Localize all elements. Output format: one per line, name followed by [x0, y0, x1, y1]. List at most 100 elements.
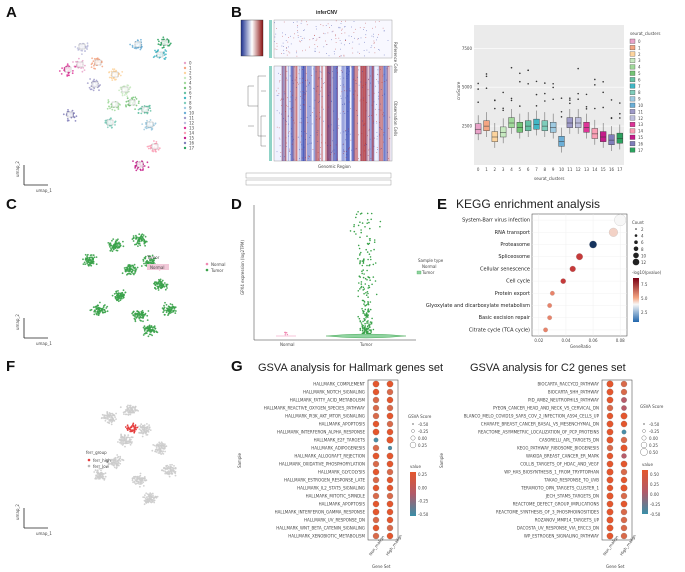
reference-noise-cell	[326, 53, 327, 54]
observation-noise-cell	[380, 127, 381, 129]
umap-point	[143, 479, 146, 482]
observation-noise-cell	[320, 71, 322, 73]
umap-point	[148, 496, 151, 499]
observation-noise-cell	[289, 148, 290, 150]
umap-point	[111, 417, 114, 419]
violin-point	[370, 322, 373, 325]
umap-point	[163, 51, 165, 54]
reference-noise-cell	[344, 44, 345, 46]
observation-noise-cell	[302, 93, 304, 95]
legend-swatch	[629, 64, 636, 70]
gsva-dot	[620, 436, 628, 444]
reference-noise-cell	[340, 23, 342, 24]
reference-noise-cell	[323, 46, 325, 48]
umap-point	[112, 461, 115, 463]
reference-noise-cell	[313, 38, 314, 39]
umap-point	[151, 254, 154, 257]
box	[566, 117, 573, 128]
umap-point	[157, 450, 160, 452]
observation-noise-cell	[376, 152, 378, 153]
legend-swatch	[629, 38, 636, 44]
reference-noise-cell	[335, 42, 337, 43]
observation-band	[321, 66, 323, 161]
reference-noise-cell	[349, 43, 350, 44]
observation-noise-cell	[299, 158, 300, 159]
observation-noise-cell	[343, 84, 344, 86]
gsva-dot	[372, 516, 380, 524]
umap-point	[173, 465, 175, 467]
umap-point	[136, 409, 138, 411]
legend-label: 0	[189, 61, 192, 66]
umap-point	[108, 422, 111, 425]
observation-label: Observation Cells	[393, 101, 398, 136]
reference-noise-cell	[354, 37, 355, 39]
observation-noise-cell	[318, 77, 320, 78]
umap-point	[157, 282, 160, 285]
reference-noise-cell	[378, 49, 379, 50]
cluster-label-box	[66, 111, 74, 118]
umap-point	[114, 78, 117, 81]
umap-point	[149, 110, 152, 112]
umap-point	[120, 442, 123, 445]
reference-noise-cell	[332, 30, 334, 32]
observation-noise-cell	[277, 87, 279, 89]
umap-point	[120, 297, 123, 300]
umap-point	[157, 452, 160, 454]
size-legend-dot	[411, 429, 415, 433]
violin-points	[284, 211, 382, 337]
umap-point	[134, 320, 137, 323]
umap-point	[117, 294, 120, 297]
observation-band	[341, 66, 345, 161]
violin-point	[373, 248, 375, 251]
umap-point	[134, 243, 136, 246]
observation-noise-cell	[355, 148, 357, 149]
umap-point	[128, 90, 130, 93]
axis-label-x: umap_1	[36, 188, 52, 193]
observation-band	[285, 66, 287, 161]
umap-point	[150, 493, 153, 496]
gsva-dot	[386, 404, 394, 412]
gsva-dot	[620, 444, 628, 452]
umap-point	[115, 245, 118, 247]
observation-noise-cell	[359, 100, 361, 102]
umap-point	[159, 444, 162, 447]
observation-noise-cell	[328, 106, 329, 108]
reference-noise-cell	[301, 20, 303, 22]
violin-point	[353, 224, 355, 226]
violin-point	[363, 330, 366, 333]
observation-noise-cell	[367, 135, 368, 137]
violin-point	[367, 302, 370, 304]
observation-noise-cell	[383, 112, 384, 114]
umap-point	[116, 466, 118, 468]
umap-point	[131, 479, 134, 482]
reference-noise-cell	[344, 26, 346, 27]
cluster-label-box	[64, 66, 72, 73]
observation-noise-cell	[291, 128, 292, 130]
umap-point	[168, 312, 170, 315]
box-outlier	[477, 82, 479, 85]
umap-point	[171, 472, 174, 475]
observation-noise-cell	[382, 113, 384, 115]
kegg-pval-tick-3: 2.5	[641, 310, 648, 315]
umap-point	[134, 406, 137, 409]
umap-point	[136, 426, 139, 429]
reference-noise-cell	[315, 26, 317, 27]
umap-point	[89, 264, 91, 266]
umap-point	[106, 310, 109, 313]
umap-point	[160, 447, 163, 449]
umap-point	[119, 299, 122, 302]
umap-point	[122, 245, 125, 248]
observation-noise-cell	[300, 141, 301, 143]
observation-annotation-bar	[269, 66, 272, 161]
umap-point	[117, 461, 120, 463]
observation-noise-cell	[384, 93, 385, 95]
violin-point	[366, 322, 368, 324]
umap-point	[138, 100, 140, 103]
umap-point	[127, 100, 130, 102]
violin-point	[359, 288, 361, 290]
umap-point	[148, 145, 150, 148]
violin-point	[368, 221, 370, 224]
umap-point	[155, 447, 158, 449]
umap-point	[90, 264, 93, 267]
